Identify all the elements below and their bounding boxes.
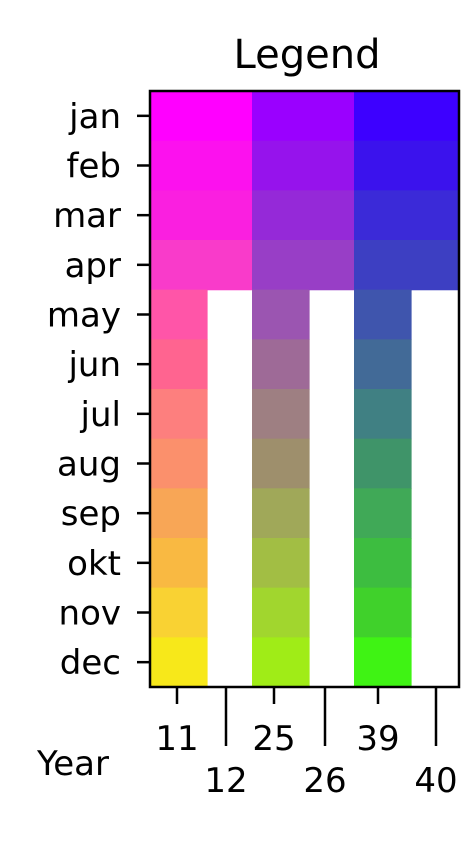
heatmap-cell-25-jul xyxy=(252,389,310,440)
x-tick-label-11: 11 xyxy=(155,719,198,759)
y-tick-label-jan: jan xyxy=(68,97,121,137)
heatmap-cell-25-apr xyxy=(252,240,310,291)
heatmap-cell-39-mar xyxy=(354,190,412,241)
heatmap-cell-12-jan xyxy=(207,91,253,142)
chart-title: Legend xyxy=(234,32,381,78)
heatmap-cell-39-aug xyxy=(354,438,412,489)
x-tick-label-26: 26 xyxy=(303,761,346,801)
heatmap-cell-11-may xyxy=(150,289,208,340)
heatmap-cell-25-feb xyxy=(252,140,310,191)
heatmap-cell-25-jun xyxy=(252,339,310,390)
y-tick-label-nov: nov xyxy=(59,594,121,634)
y-tick-label-feb: feb xyxy=(67,147,121,187)
heatmap-cell-39-feb xyxy=(354,140,412,191)
heatmap-cell-12-mar xyxy=(207,190,253,241)
heatmap-cell-26-feb xyxy=(309,140,355,191)
heatmap-cell-39-jul xyxy=(354,389,412,440)
heatmap-cell-40-apr xyxy=(411,240,460,291)
heatmap-cell-25-dec xyxy=(252,637,310,688)
plot-frame xyxy=(148,89,461,689)
heatmap-cell-39-nov xyxy=(354,587,412,638)
heatmap-cell-26-apr xyxy=(309,240,355,291)
heatmap-cell-11-jan xyxy=(150,91,208,142)
x-tick-label-39: 39 xyxy=(356,719,399,759)
heatmap-cell-11-dec xyxy=(150,637,208,688)
heatmap-cell-25-aug xyxy=(252,438,310,489)
heatmap-cell-25-may xyxy=(252,289,310,340)
heatmap-cell-11-mar xyxy=(150,190,208,241)
y-tick-label-okt: okt xyxy=(67,544,121,584)
heatmap-cell-39-jun xyxy=(354,339,412,390)
heatmap-cell-40-feb xyxy=(411,140,460,191)
heatmap-cells xyxy=(150,91,460,688)
x-tick-label-12: 12 xyxy=(204,761,247,801)
heatmap-cell-26-mar xyxy=(309,190,355,241)
heatmap-cell-11-feb xyxy=(150,140,208,191)
heatmap-cell-11-nov xyxy=(150,587,208,638)
heatmap-cell-25-mar xyxy=(252,190,310,241)
y-tick-label-may: may xyxy=(47,296,121,336)
heatmap-cell-39-may xyxy=(354,289,412,340)
x-tick-label-40: 40 xyxy=(414,761,457,801)
heatmap-cell-39-sep xyxy=(354,488,412,539)
heatmap-cell-25-jan xyxy=(252,91,310,142)
y-tick-label-jul: jul xyxy=(80,395,121,435)
heatmap-cell-40-mar xyxy=(411,190,460,241)
heatmap-cell-39-okt xyxy=(354,538,412,589)
heatmap-cell-12-apr xyxy=(207,240,253,291)
heatmap-cell-11-sep xyxy=(150,488,208,539)
x-tick-label-25: 25 xyxy=(252,719,295,759)
y-tick-label-aug: aug xyxy=(57,445,121,485)
heatmap-cell-25-okt xyxy=(252,538,310,589)
heatmap-cell-11-jul xyxy=(150,389,208,440)
heatmap-cell-39-jan xyxy=(354,91,412,142)
heatmap-cell-11-jun xyxy=(150,339,208,390)
heatmap-cell-39-apr xyxy=(354,240,412,291)
y-tick-label-jun: jun xyxy=(67,345,121,385)
heatmap-cell-11-okt xyxy=(150,538,208,589)
x-axis-label: Year xyxy=(36,744,109,784)
heatmap-cell-39-dec xyxy=(354,637,412,688)
y-axis: jan feb mar apr may jun jul aug sep okt nov dec xyxy=(47,97,150,683)
y-tick-label-mar: mar xyxy=(53,196,121,236)
y-tick-label-apr: apr xyxy=(65,246,121,286)
heatmap-cell-11-aug xyxy=(150,438,208,489)
heatmap-cell-25-nov xyxy=(252,587,310,638)
y-tick-label-sep: sep xyxy=(61,494,121,534)
heatmap-cell-26-jan xyxy=(309,91,355,142)
y-tick-label-dec: dec xyxy=(60,643,121,683)
heatmap-cell-11-apr xyxy=(150,240,208,291)
heatmap-cell-25-sep xyxy=(252,488,310,539)
heatmap-cell-40-jan xyxy=(411,91,460,142)
heatmap-cell-12-feb xyxy=(207,140,253,191)
